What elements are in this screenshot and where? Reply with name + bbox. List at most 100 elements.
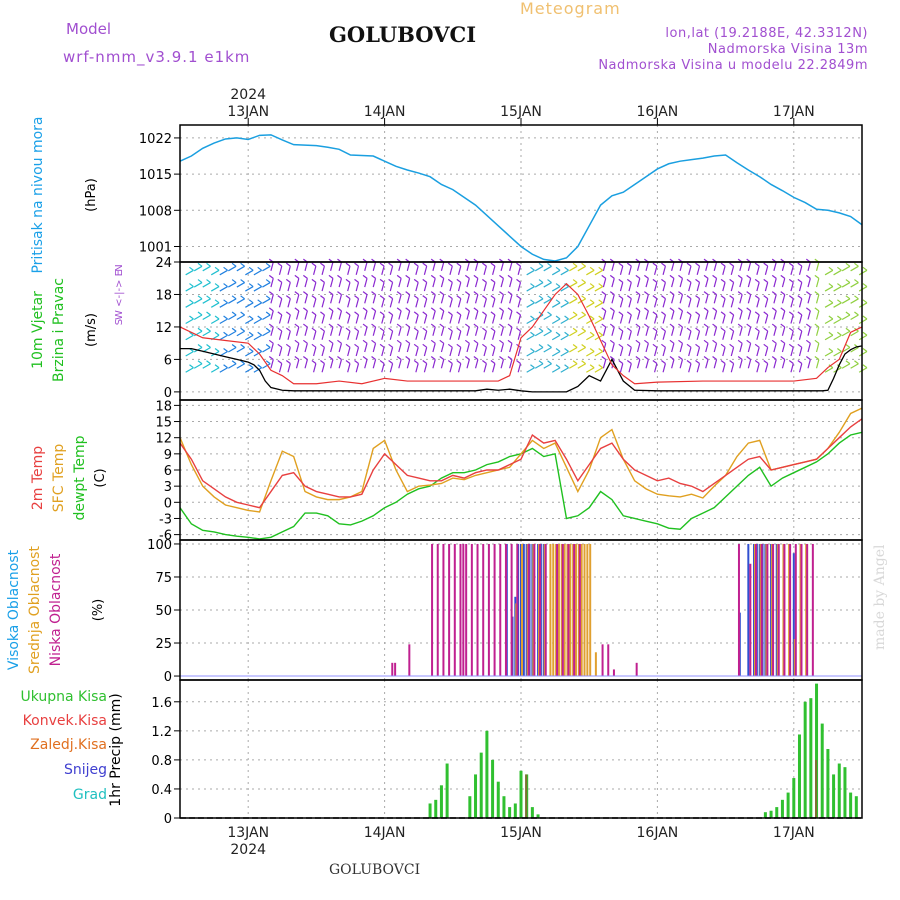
wind-barb-flag [422, 327, 428, 332]
wind-barb-flag [814, 356, 820, 361]
pressure-unit: (hPa) [84, 178, 99, 212]
wind-barb-flag [737, 356, 743, 361]
wind-barb-flag [214, 299, 220, 304]
wind-barb [653, 347, 658, 357]
wind-barb-flag [652, 360, 658, 365]
wind-barb-flag [703, 274, 709, 279]
wind-barb-flag [635, 339, 641, 344]
day-label-bottom: 17JAN [773, 825, 815, 841]
wind-barb-flag [464, 307, 470, 312]
wind-barb-flag [555, 266, 561, 271]
cloud-high-bar [792, 553, 795, 677]
wind-barb [415, 347, 419, 357]
cloud-low-bar [527, 543, 530, 677]
wind-barb-flag [564, 299, 569, 304]
wind-barb-flag [788, 278, 794, 283]
precip-total-bar [775, 807, 779, 818]
wind-barb-flag [294, 291, 300, 296]
wind-barb [347, 298, 351, 308]
wind-barb [236, 265, 245, 272]
wind-barb-flag [490, 295, 496, 300]
wind-barb [636, 278, 641, 288]
wind-barb [287, 347, 291, 357]
precip-legend-item: Zaledj.Kisa [30, 737, 107, 753]
wind-barb-flag [669, 323, 675, 328]
wind-barb-flag [490, 262, 496, 267]
wind-barb-flag [652, 311, 658, 316]
wind-barb-flag [303, 307, 308, 312]
precip-total-bar [508, 807, 512, 818]
wind-barb [500, 359, 505, 369]
wind-barb-flag [695, 262, 700, 267]
wind-barb [577, 330, 586, 337]
wind-barb [551, 367, 561, 373]
wind-barb [815, 310, 820, 320]
wind-barb [287, 363, 291, 373]
wind-barb-flag [396, 307, 402, 312]
wind-barb [364, 310, 368, 320]
wind-barb [406, 343, 411, 353]
wind-barb-flag [189, 299, 194, 304]
wind-barb [483, 298, 487, 308]
wind-barb-flag [223, 299, 228, 304]
precip-total-bar [843, 767, 847, 818]
precip-total-bar [769, 810, 773, 818]
wind-barb-flag [771, 274, 777, 279]
cloud-low-bar [789, 543, 792, 677]
wind-barb [236, 330, 245, 337]
cloud-low-bar [470, 543, 473, 677]
wind-barb-flag [589, 348, 595, 352]
page-title: GOLUBOVCI [329, 22, 477, 47]
wind-barb-flag [223, 315, 228, 320]
wind-barb-flag [686, 311, 692, 316]
pressure-axis-title: Pritisak na nivou mora [30, 116, 46, 273]
wind-barb-flag [396, 291, 402, 296]
wind-barb-flag [703, 291, 709, 296]
wind-barb-flag [797, 262, 803, 267]
wind-barb-flag [257, 348, 263, 352]
wind-barb [679, 294, 684, 304]
wind-barb-flag [277, 295, 283, 300]
wind-barb [466, 343, 470, 353]
wind-barb-flag [456, 262, 462, 267]
wind-barb-flag [223, 283, 228, 288]
wind-barb-flag [354, 360, 359, 365]
cloud-low-bar [394, 662, 397, 677]
wind-barb-flag [754, 360, 760, 365]
wind-barb [193, 363, 203, 369]
wind-barb [245, 286, 254, 292]
wind-barb [245, 318, 254, 325]
wind-barb [688, 265, 692, 275]
wind-barb-flag [277, 262, 283, 267]
wind-barb [671, 326, 675, 336]
wind-barb [858, 269, 868, 276]
wind-barb-flag [396, 339, 402, 344]
wind-barb-flag [547, 279, 552, 284]
wind-barb [756, 314, 760, 324]
wind-barb [389, 347, 394, 357]
wind-barb-flag [547, 262, 552, 267]
wind-barb [850, 265, 859, 272]
wind-barb [815, 278, 820, 288]
wind-barb-flag [268, 274, 274, 279]
wind-barb [287, 314, 291, 324]
wind-barb [423, 363, 428, 373]
wind-barb-flag [265, 360, 271, 365]
wind-barb [474, 294, 479, 304]
wind-barb-flag [797, 311, 803, 316]
wind-barb-flag [564, 364, 569, 369]
wind-barb [210, 302, 220, 308]
wind-barb [645, 343, 649, 353]
wind-barb [543, 314, 552, 321]
day-label-top: 15JAN [500, 104, 542, 120]
day-label-bottom: 14JAN [364, 825, 406, 841]
wind-barb-flag [490, 278, 496, 283]
wind-barb-flag [265, 311, 271, 316]
wind-barb-flag [214, 315, 220, 320]
wind-barb-flag [430, 291, 436, 296]
wind-barb-flag [720, 278, 726, 283]
wind-barb [756, 298, 760, 308]
wind-barb-flag [712, 307, 717, 312]
wind-barb-flag [837, 331, 842, 336]
wind-barb [321, 298, 325, 308]
